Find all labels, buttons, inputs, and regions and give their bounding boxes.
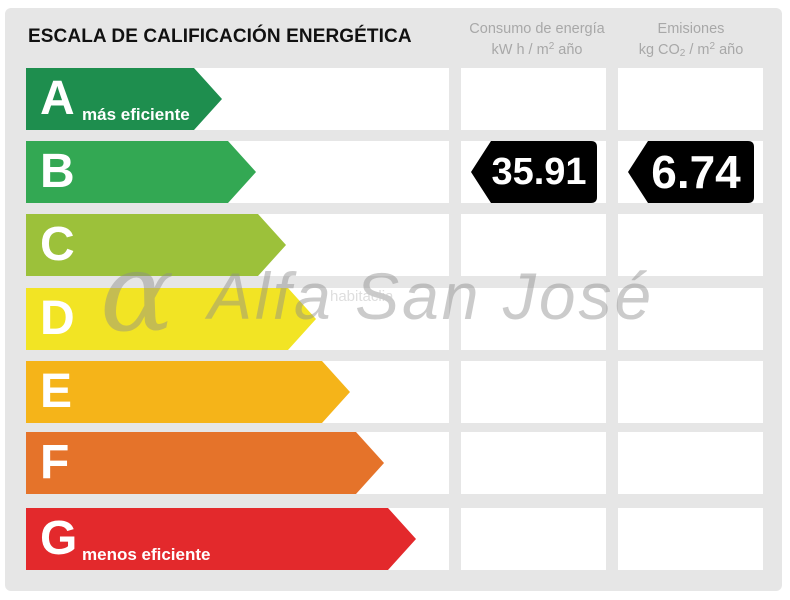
rating-letter: A: [40, 72, 75, 125]
consumo-cell: [461, 214, 606, 276]
consumo-value-badge: 35.91: [469, 139, 599, 205]
consumo-column-header: Consumo de energía kW h / m2 año: [462, 20, 612, 59]
consumo-cell: [461, 288, 606, 350]
rating-bar-d: D: [26, 288, 316, 350]
consumo-value: 35.91: [491, 151, 587, 193]
emisiones-cell: [618, 508, 763, 570]
emisiones-cell: [618, 288, 763, 350]
emisiones-cell: [618, 361, 763, 423]
emisiones-value: 6.74: [651, 146, 741, 198]
emisiones-header-line1: Emisiones: [657, 21, 725, 37]
rating-letter: D: [40, 292, 75, 345]
consumo-cell: [461, 68, 606, 130]
emisiones-column-header: Emisiones kg CO2 / m2 año: [616, 20, 766, 63]
rating-sublabel: más eficiente: [82, 105, 190, 124]
rating-letter: E: [40, 365, 73, 418]
rating-bar-b: B: [26, 141, 256, 203]
emisiones-cell: [618, 432, 763, 494]
page-title: ESCALA DE CALIFICACIÓN ENERGÉTICA: [28, 26, 412, 47]
emisiones-cell: [618, 68, 763, 130]
rating-bar-e: E: [26, 361, 350, 423]
consumo-cell: [461, 508, 606, 570]
rating-bar-f: F: [26, 432, 384, 494]
consumo-cell: [461, 432, 606, 494]
rating-letter: F: [40, 436, 70, 489]
emisiones-header-line2: kg CO2 / m2 año: [638, 41, 744, 59]
emisiones-value-badge: 6.74: [626, 139, 756, 205]
consumo-cell: [461, 361, 606, 423]
rating-letter: G: [40, 512, 78, 565]
rating-letter: B: [40, 145, 75, 198]
emisiones-cell: [618, 214, 763, 276]
consumo-header-line1: Consumo de energía: [469, 21, 605, 37]
rating-bar-c: C: [26, 214, 286, 276]
consumo-header-line2: kW h / m2 año: [491, 41, 583, 58]
rating-sublabel: menos eficiente: [82, 545, 211, 564]
rating-letter: C: [40, 218, 75, 271]
